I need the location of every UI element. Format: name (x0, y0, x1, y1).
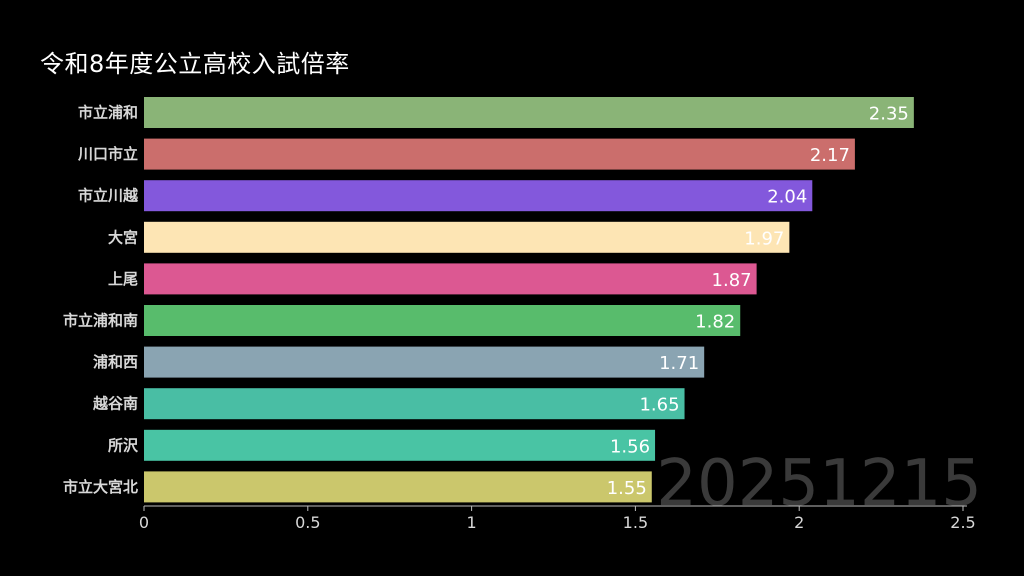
bar-1 (144, 97, 914, 128)
category-label: 市立大宮北 (63, 478, 138, 496)
x-tick-label: 0 (139, 513, 149, 532)
bar-5 (144, 263, 757, 295)
x-tick-label: 0.5 (295, 513, 320, 532)
value-label: 1.71 (659, 353, 699, 374)
x-axis: 0 0.5 1 1.5 2 2.5 (139, 505, 976, 532)
value-label: 1.55 (607, 478, 647, 499)
value-label: 1.82 (695, 312, 735, 333)
bar-6 (144, 305, 741, 336)
x-tick-label: 2.5 (950, 513, 975, 532)
category-label: 市立川越 (78, 187, 139, 205)
bar-9 (144, 429, 656, 461)
value-label: 2.35 (869, 104, 909, 125)
bar-3 (144, 180, 813, 212)
chart-title: 令和8年度公立高校入試倍率 (40, 50, 350, 78)
category-label: 所沢 (108, 436, 139, 454)
x-tick-label: 2 (794, 513, 804, 532)
category-label: 市立浦和南 (63, 312, 138, 330)
category-label: 大宮 (108, 228, 138, 246)
bar-10 (144, 471, 652, 503)
value-label: 1.56 (610, 436, 650, 457)
value-label: 1.65 (639, 395, 679, 416)
bar-4 (144, 221, 790, 253)
value-label: 2.04 (767, 187, 807, 208)
x-tick-label: 1 (467, 513, 477, 532)
category-label: 越谷南 (92, 395, 138, 413)
value-label: 1.97 (744, 228, 784, 249)
date-watermark: 20251215 (656, 447, 982, 521)
category-label: 上尾 (108, 270, 138, 288)
bar-7 (144, 346, 705, 378)
value-label: 1.87 (712, 270, 752, 291)
bar-2 (144, 138, 855, 170)
x-tick-label: 1.5 (623, 513, 648, 532)
value-label: 2.17 (810, 145, 850, 166)
category-label: 浦和西 (93, 353, 138, 371)
bar-8 (144, 388, 685, 420)
category-label: 市立浦和 (78, 104, 138, 122)
bars-group: 市立浦和 2.35 川口市立 2.17 市立川越 2.04 大宮 1.97 上尾 1.87 市立浦和… (63, 97, 914, 503)
category-label: 川口市立 (77, 145, 138, 163)
